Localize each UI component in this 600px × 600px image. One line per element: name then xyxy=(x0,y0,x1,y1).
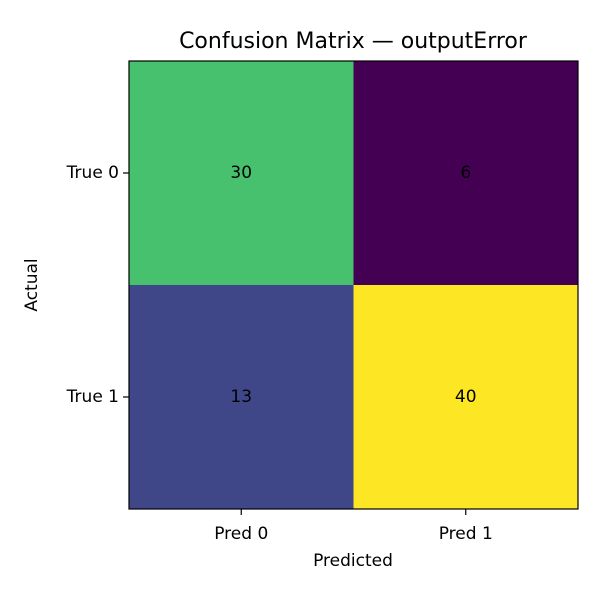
cell-values: 30 6 13 40 xyxy=(230,163,476,407)
plot-frame xyxy=(128,60,579,510)
heatmap-cell-r1-c0 xyxy=(129,285,354,509)
x-axis-label: Predicted xyxy=(313,551,393,571)
x-tick-label-1: Pred 1 xyxy=(439,524,493,544)
cell-value-r0-c0: 30 xyxy=(230,163,252,183)
cell-value-r1-c0: 13 xyxy=(230,387,252,407)
chart-title: Confusion Matrix — outputError xyxy=(179,29,528,54)
heatmap-cells xyxy=(129,61,578,509)
heatmap-cell-r1-c1 xyxy=(353,285,578,509)
heatmap-cell-r0-c1 xyxy=(353,61,578,285)
cell-value-r0-c1: 6 xyxy=(460,163,471,183)
y-tick-label-0: True 0 xyxy=(66,163,119,183)
heatmap-cell-r0-c0 xyxy=(129,61,354,285)
cell-value-r1-c1: 40 xyxy=(455,387,477,407)
y-axis-ticks: True 0 True 1 xyxy=(66,163,129,407)
x-tick-label-0: Pred 0 xyxy=(214,524,268,544)
x-axis-ticks: Pred 0 Pred 1 xyxy=(214,509,493,544)
y-axis-label: Actual xyxy=(22,258,42,311)
y-tick-label-1: True 1 xyxy=(66,387,119,407)
